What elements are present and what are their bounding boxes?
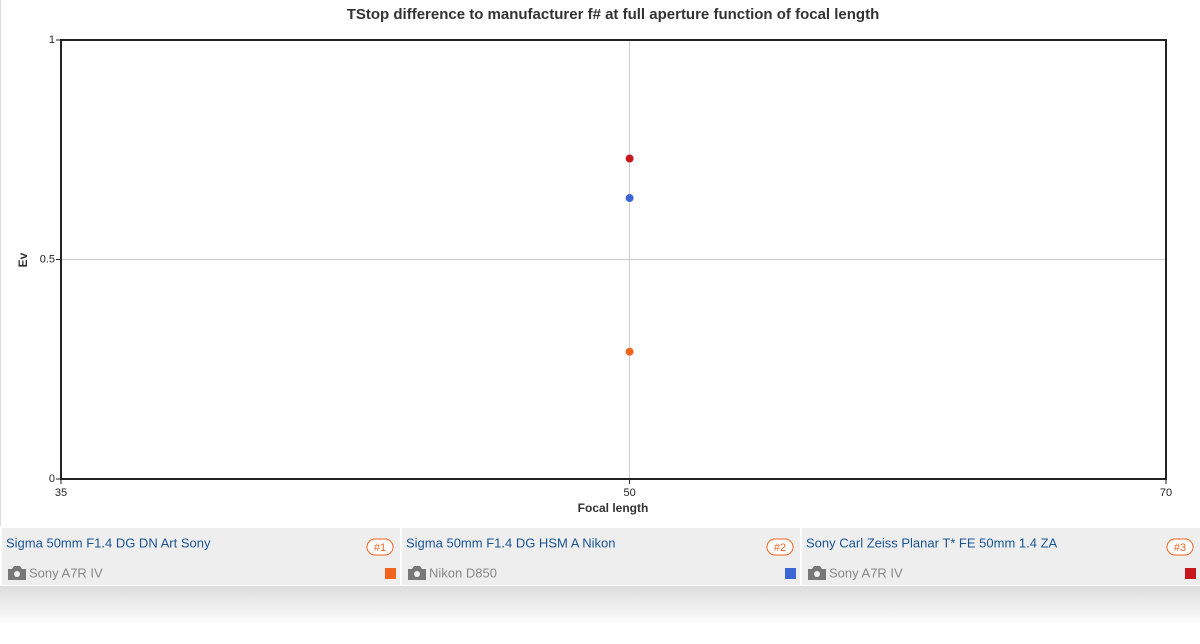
x-tick-label: 70	[1160, 487, 1172, 499]
y-tick-label: 1	[49, 34, 55, 46]
camera-lens	[414, 571, 420, 577]
camera-lens	[814, 571, 820, 577]
lens-name: Sigma 50mm F1.4 DG DN Art Sony	[6, 535, 211, 550]
legend-swatch	[785, 568, 796, 579]
x-tick-label: 50	[623, 487, 635, 499]
badge-box	[1166, 538, 1194, 556]
card-bg	[402, 528, 800, 585]
lens-name: Sigma 50mm F1.4 DG HSM A Nikon	[406, 535, 616, 550]
legend-swatch	[385, 568, 396, 579]
card-bg	[2, 528, 400, 585]
data-point	[625, 154, 634, 163]
legend-swatch	[1185, 568, 1196, 579]
chart-title: TStop difference to manufacturer f# at f…	[347, 6, 880, 23]
y-tick-label: 0.5	[40, 253, 55, 265]
badge: #3	[1174, 542, 1186, 554]
legend-card[interactable]: Sigma 50mm F1.4 DG DN Art Sony #1 Sony A7R…	[2, 528, 400, 585]
camera-name: Sony A7R IV	[29, 565, 103, 580]
data-point	[625, 194, 634, 203]
card-bg	[802, 528, 1200, 585]
y-tick-label: 0	[49, 473, 55, 485]
x-tick-label: 35	[55, 487, 67, 499]
y-axis-label: Ev	[16, 252, 30, 267]
x-axis-label: Focal length	[578, 501, 649, 515]
data-point	[625, 347, 634, 356]
shadow	[0, 586, 1200, 626]
camera-name: Nikon D850	[429, 565, 497, 580]
lens-name: Sony Carl Zeiss Planar T* FE 50mm 1.4 ZA	[806, 535, 1058, 550]
badge-box	[366, 538, 394, 556]
badge: #1	[374, 542, 386, 554]
camera-name: Sony A7R IV	[829, 565, 903, 580]
legend-card[interactable]: Sigma 50mm F1.4 DG HSM A Nikon #2 Nikon D8…	[402, 528, 800, 585]
plot-frame	[60, 39, 1167, 480]
badge: #2	[774, 542, 786, 554]
camera-lens	[14, 571, 20, 577]
badge-box	[766, 538, 794, 556]
legend-card[interactable]: Sony Carl Zeiss Planar T* FE 50mm 1.4 ZA…	[802, 528, 1200, 585]
